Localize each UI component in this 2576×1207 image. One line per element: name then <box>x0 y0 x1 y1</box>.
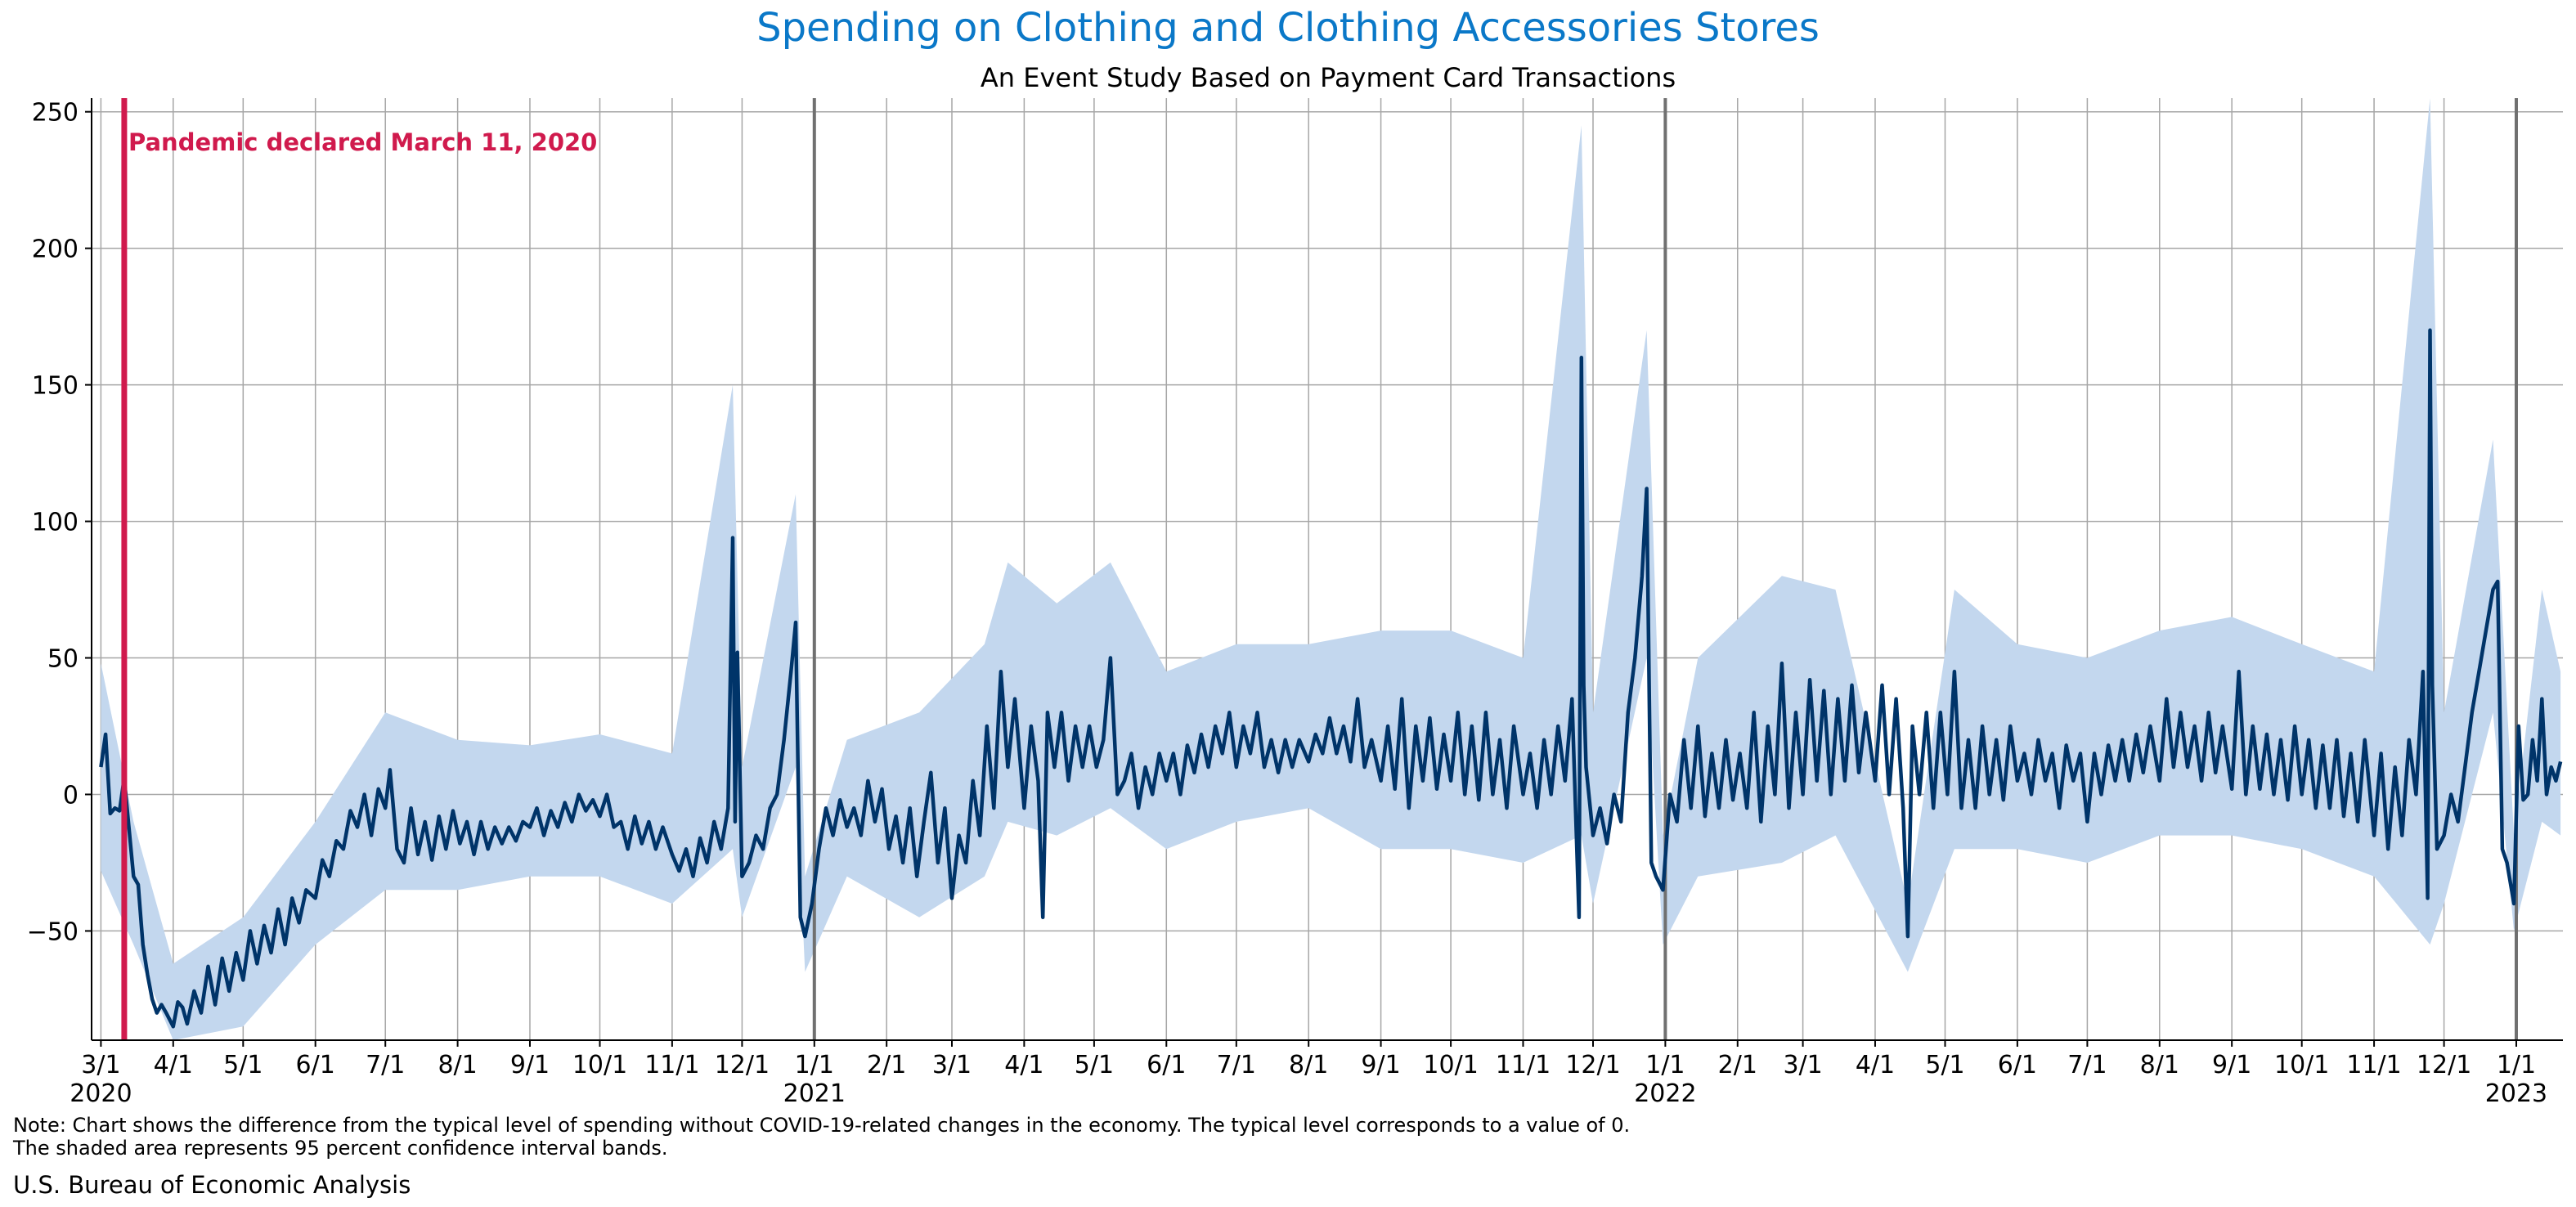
y-axis-ticks: −50 0 50 100 150 200 250 <box>27 99 92 946</box>
x-tick-label: 3/1 <box>1783 1051 1822 1079</box>
grid <box>92 98 2563 1040</box>
axes <box>91 98 2563 1041</box>
x-tick-label: 10/1 <box>572 1051 627 1079</box>
x-tick-label: 8/1 <box>1289 1051 1328 1079</box>
chart-subtitle: An Event Study Based on Payment Card Tra… <box>981 62 1676 93</box>
x-tick-label: 8/1 <box>2140 1051 2179 1079</box>
x-tick-label: 2/1 <box>867 1051 906 1079</box>
x-tick-label: 11/1 <box>1496 1051 1551 1079</box>
x-tick-label: 3/1 <box>932 1051 972 1079</box>
x-tick-label: 9/1 <box>2212 1051 2251 1079</box>
x-tick-label: 1/1 <box>795 1051 834 1079</box>
x-year-label: 2020 <box>70 1079 132 1108</box>
x-tick-label: 4/1 <box>1856 1051 1895 1079</box>
line-layer <box>99 328 2563 1029</box>
confidence-band-layer <box>101 98 2561 1040</box>
y-tick-label: 0 <box>63 781 79 810</box>
x-tick-label: 9/1 <box>510 1051 550 1079</box>
x-tick-label: 12/1 <box>2417 1051 2471 1079</box>
x-tick-label: 4/1 <box>154 1051 193 1079</box>
note-line-2: The shaded area represents 95 percent co… <box>12 1137 668 1160</box>
x-tick-label: 10/1 <box>1423 1051 1478 1079</box>
y-tick-label: 100 <box>32 509 79 537</box>
x-tick-label: 5/1 <box>1925 1051 1964 1079</box>
y-tick-label: 50 <box>47 645 79 674</box>
source-credit: U.S. Bureau of Economic Analysis <box>13 1171 411 1199</box>
x-tick-label: 7/1 <box>366 1051 405 1079</box>
y-tick-label: 150 <box>32 372 79 401</box>
pandemic-annotation: Pandemic declared March 11, 2020 <box>128 128 597 156</box>
x-tick-label: 6/1 <box>1998 1051 2037 1079</box>
x-year-label: 2021 <box>783 1079 846 1108</box>
x-tick-label: 4/1 <box>1004 1051 1043 1079</box>
x-tick-label: 6/1 <box>1147 1051 1186 1079</box>
x-tick-label: 2/1 <box>1718 1051 1757 1079</box>
x-tick-label: 12/1 <box>715 1051 770 1079</box>
pandemic-marker: Pandemic declared March 11, 2020 <box>121 98 597 1040</box>
x-tick-label: 7/1 <box>2067 1051 2107 1079</box>
x-tick-label: 11/1 <box>644 1051 699 1079</box>
x-tick-label: 10/1 <box>2274 1051 2329 1079</box>
chart-title: Spending on Clothing and Clothing Access… <box>756 5 1820 51</box>
x-tick-label: 1/1 <box>1645 1051 1685 1079</box>
x-year-label: 2022 <box>1634 1079 1696 1108</box>
x-tick-label: 7/1 <box>1217 1051 1256 1079</box>
spending-line <box>99 328 2563 1029</box>
x-tick-label: 9/1 <box>1361 1051 1400 1079</box>
confidence-band <box>101 98 2561 1040</box>
y-tick-label: 250 <box>32 99 79 128</box>
x-tick-label: 1/1 <box>2497 1051 2536 1079</box>
x-tick-label: 11/1 <box>2346 1051 2401 1079</box>
note-line-1: Note: Chart shows the difference from th… <box>13 1114 1630 1137</box>
x-tick-label: 6/1 <box>296 1051 335 1079</box>
y-tick-label: −50 <box>27 918 79 946</box>
x-tick-label: 8/1 <box>438 1051 477 1079</box>
x-tick-label: 5/1 <box>223 1051 263 1079</box>
x-tick-label: 12/1 <box>1565 1051 1620 1079</box>
x-year-label: 2023 <box>2485 1079 2547 1108</box>
x-tick-label: 3/1 <box>81 1051 120 1079</box>
y-tick-label: 200 <box>32 236 79 264</box>
year-lines <box>812 98 2518 1040</box>
x-tick-label: 5/1 <box>1075 1051 1114 1079</box>
